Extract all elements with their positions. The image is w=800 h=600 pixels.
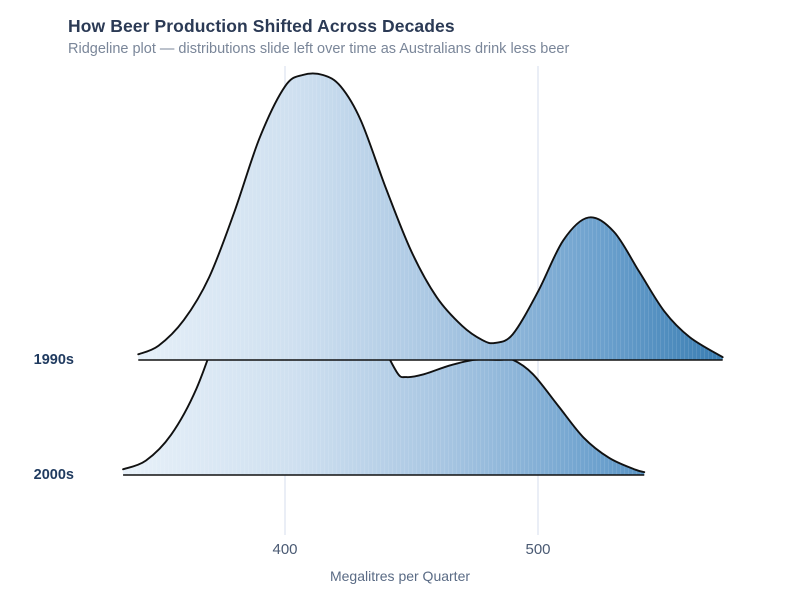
row-label-1990s: 1990s [33, 352, 74, 368]
chart-subtitle: Ridgeline plot — distributions slide lef… [68, 41, 570, 57]
ridge-outline-1990s [137, 72, 724, 359]
x-axis-label: Megalitres per Quarter [329, 568, 471, 584]
ridge-1990s [137, 72, 724, 361]
row-label-2000s: 2000s [33, 467, 74, 483]
x-tick-label-500: 500 [525, 541, 551, 558]
x-tick-label-400: 400 [272, 541, 298, 558]
ridge-texture-1990s [138, 73, 723, 360]
chart-title: How Beer Production Shifted Across Decad… [68, 16, 455, 36]
